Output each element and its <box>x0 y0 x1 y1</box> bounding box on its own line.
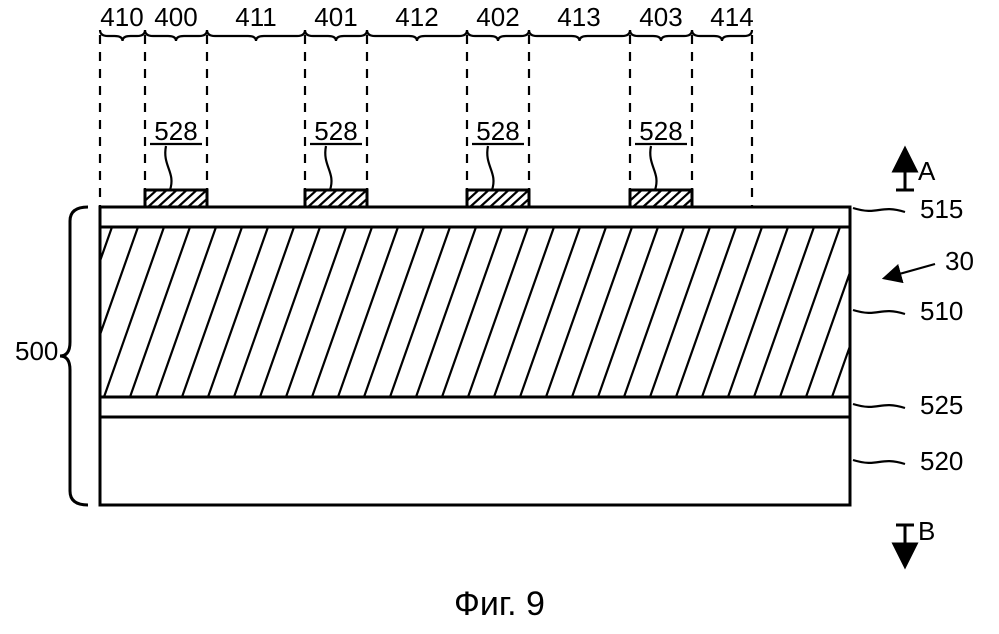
leader-515 <box>853 208 905 212</box>
pad-leader-1 <box>325 146 331 190</box>
label-30: 30 <box>945 246 974 276</box>
pad-leader-0 <box>165 146 171 190</box>
label-515: 515 <box>920 194 963 224</box>
label-520: 520 <box>920 446 963 476</box>
pad-leader-2 <box>487 146 493 190</box>
region-label-402: 402 <box>476 2 519 32</box>
stack-outline <box>100 207 850 505</box>
layer-515 <box>100 207 850 227</box>
leader-525 <box>853 404 905 408</box>
label-525: 525 <box>920 390 963 420</box>
region-label-401: 401 <box>314 2 357 32</box>
leader-520 <box>853 460 905 464</box>
label-510: 510 <box>920 296 963 326</box>
region-label-411: 411 <box>235 2 276 32</box>
layer-520 <box>100 417 850 505</box>
brace-500 <box>60 207 88 505</box>
leader-510 <box>853 310 905 314</box>
figure-caption: Фиг. 9 <box>454 585 545 623</box>
label-A: A <box>918 156 936 186</box>
region-label-412: 412 <box>395 2 438 32</box>
region-label-410: 410 <box>100 2 143 32</box>
label-500: 500 <box>15 336 58 366</box>
region-label-413: 413 <box>557 2 600 32</box>
arrow-30 <box>885 264 935 278</box>
layer-525 <box>100 397 850 417</box>
pad-label-528-3: 528 <box>639 116 682 146</box>
pad-label-528-1: 528 <box>314 116 357 146</box>
label-B: B <box>918 516 935 546</box>
region-label-403: 403 <box>639 2 682 32</box>
region-label-400: 400 <box>154 2 197 32</box>
layer-510-hatch <box>0 227 944 397</box>
pad-label-528-2: 528 <box>476 116 519 146</box>
region-label-414: 414 <box>710 2 753 32</box>
pad-label-528-0: 528 <box>154 116 197 146</box>
pad-leader-3 <box>650 146 656 190</box>
